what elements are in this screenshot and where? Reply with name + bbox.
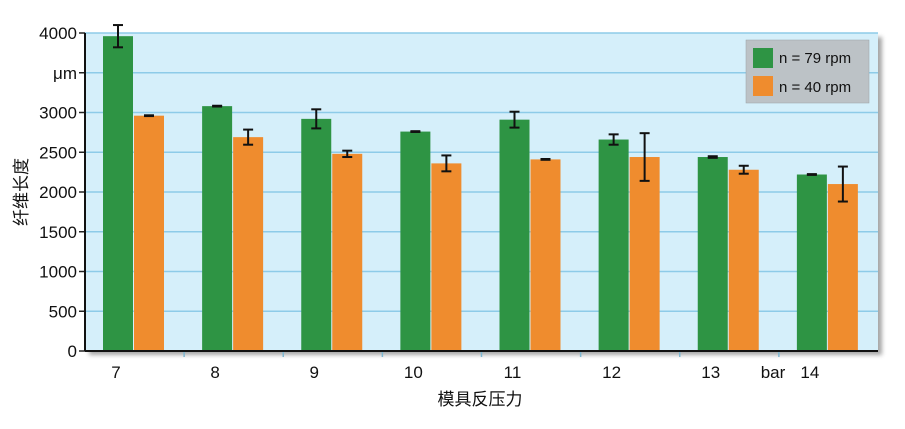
bar (697, 157, 728, 351)
x-tick-label: 7 (111, 363, 120, 382)
y-tick-label: 2500 (39, 143, 77, 162)
x-tick-labels: 7 8 9 10 11 12 13 14 (111, 363, 819, 382)
bar (233, 137, 264, 351)
bars-group (103, 36, 858, 352)
y-tick-labels: 0 500 1000 1500 2000 2500 3000 μm 4000 (39, 24, 77, 361)
x-tick-label: 12 (602, 363, 621, 382)
bar (796, 174, 827, 351)
x-tick-label: 14 (800, 363, 819, 382)
bar (827, 184, 858, 351)
error-bars-group (113, 24, 848, 203)
y-axis-title: 纤维长度 (12, 158, 32, 226)
bar (400, 131, 431, 351)
x-unit-label: bar (761, 363, 786, 382)
bar (134, 115, 164, 352)
y-tick-label: 1500 (39, 223, 77, 242)
x-axis-title: 模具反压力 (438, 390, 523, 410)
bar (598, 139, 629, 351)
bar (499, 119, 530, 351)
legend: n = 79 rpm n = 40 rpm (745, 39, 870, 104)
bar (332, 153, 363, 351)
y-tick-label: 3000 (39, 104, 77, 123)
y-tick-label: μm (53, 64, 77, 83)
x-tick-label: 13 (701, 363, 720, 382)
y-tick-label: 1000 (39, 263, 77, 282)
bar (431, 163, 462, 351)
legend-swatch-79rpm (753, 48, 773, 68)
bar (629, 157, 660, 351)
y-tick-label: 500 (49, 302, 77, 321)
bar (103, 36, 133, 352)
x-tick-label: 10 (404, 363, 423, 382)
bar (530, 159, 561, 351)
bar (301, 118, 332, 351)
legend-swatch-40rpm (753, 76, 773, 96)
legend-label-40rpm: n = 40 rpm (779, 79, 851, 96)
y-tick-label: 2000 (39, 183, 77, 202)
x-tick-label: 11 (504, 363, 522, 382)
x-tick-label: 8 (210, 363, 219, 382)
bar (728, 169, 759, 351)
bar (202, 106, 233, 351)
x-tick-label: 9 (310, 363, 319, 382)
legend-label-79rpm: n = 79 rpm (779, 50, 851, 67)
y-tick-label: 0 (68, 342, 77, 361)
y-tick-label: 4000 (39, 24, 77, 43)
axes-group (79, 32, 878, 357)
